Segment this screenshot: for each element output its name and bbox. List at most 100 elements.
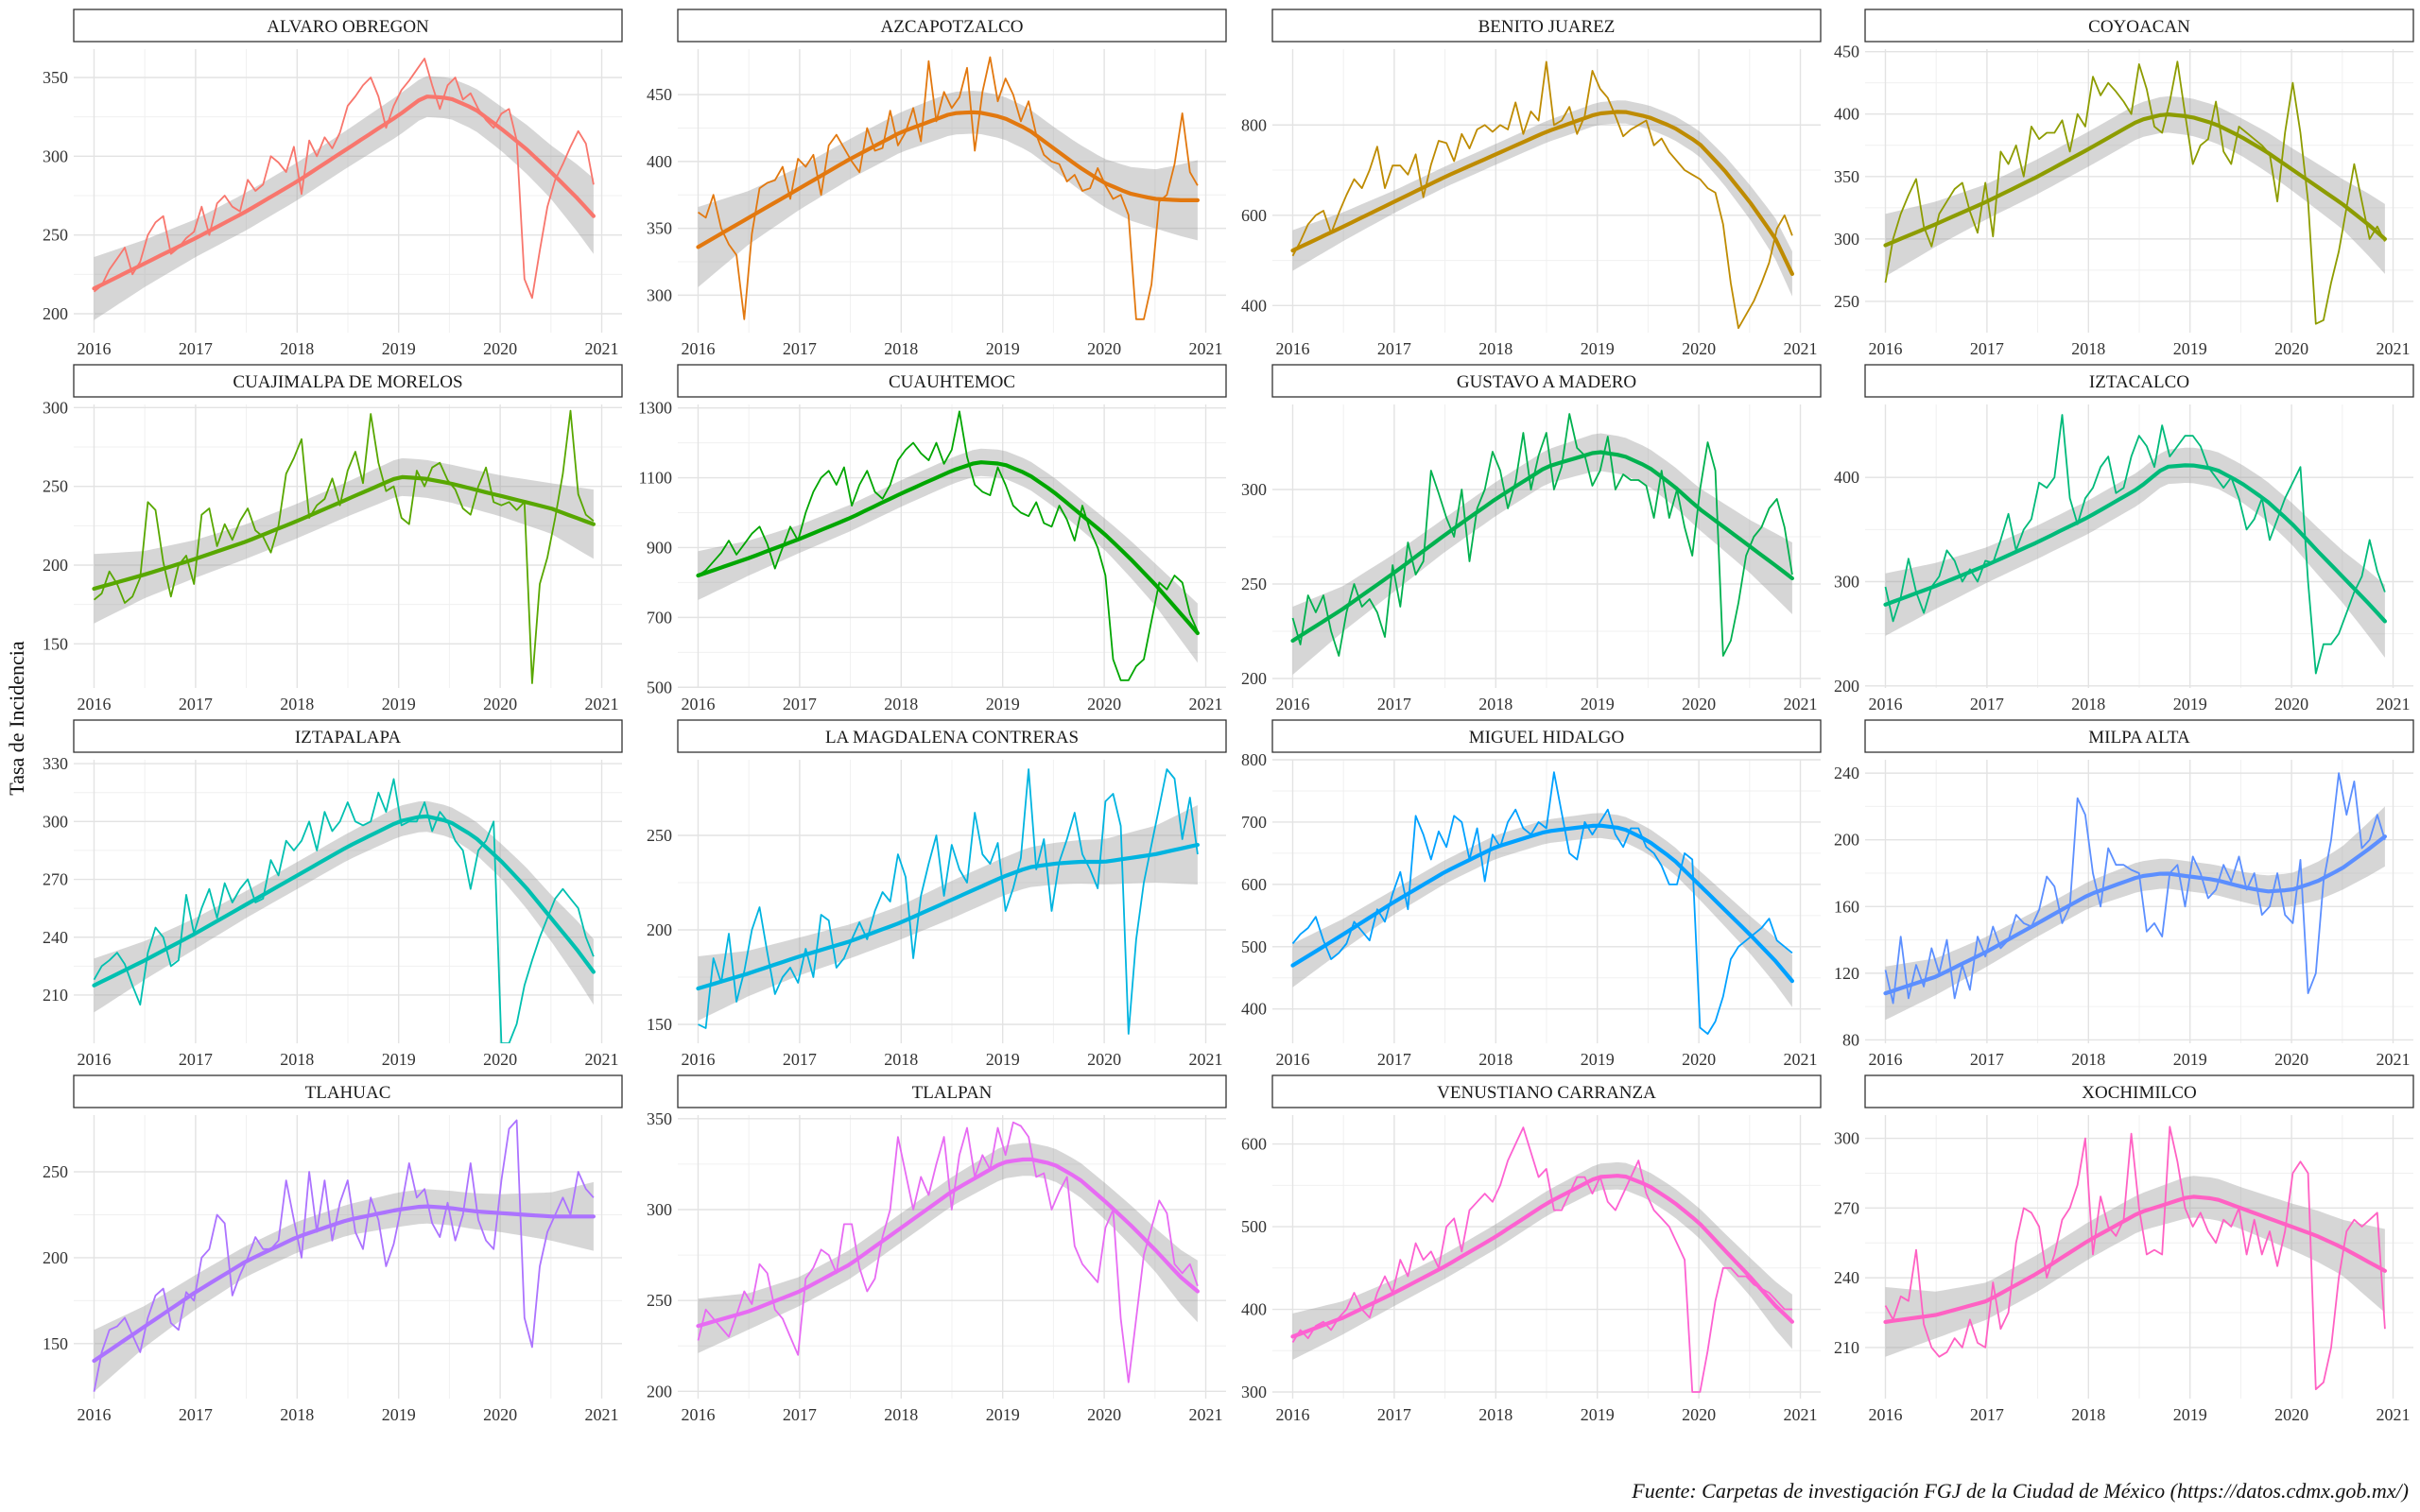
facet-title: TLALPAN xyxy=(912,1083,993,1103)
y-tick-label: 350 xyxy=(647,219,672,238)
y-tick-label: 300 xyxy=(647,1200,672,1219)
x-tick-label: 2018 xyxy=(1478,1050,1512,1069)
facet-strip xyxy=(1271,1074,1822,1108)
x-tick-label: 2016 xyxy=(1868,339,1902,358)
x-tick-label: 2016 xyxy=(77,695,111,713)
series-line-raw xyxy=(1884,60,2386,325)
confidence-band xyxy=(698,448,1198,663)
x-tick-label: 2019 xyxy=(382,339,416,358)
facet-strip xyxy=(73,364,623,398)
x-tick-label: 2016 xyxy=(681,1050,715,1069)
x-tick-label: 2016 xyxy=(77,1405,111,1424)
y-tick-label: 200 xyxy=(1241,669,1267,688)
trend-line-smooth xyxy=(92,1204,596,1364)
y-tick-label: 400 xyxy=(1834,468,1859,487)
x-tick-label: 2016 xyxy=(1275,1050,1309,1069)
y-tick-label: 150 xyxy=(647,1015,672,1034)
trend-line-smooth xyxy=(1883,112,2387,248)
x-tick-label: 2020 xyxy=(1087,1405,1121,1424)
confidence-band xyxy=(1885,1176,2385,1357)
x-tick-label: 2020 xyxy=(1087,695,1121,713)
x-tick-label: 2017 xyxy=(179,339,213,358)
facet-cuauhtemoc: CUAUHTEMOC 2016 2017 2018 2019 2020 2021 500 700… xyxy=(638,364,1227,713)
facet-strip xyxy=(677,364,1227,398)
facet-title: MIGUEL HIDALGO xyxy=(1469,728,1624,747)
facet-strip xyxy=(1864,719,2414,753)
plot-area xyxy=(696,1121,1201,1383)
plot-area xyxy=(92,58,596,320)
facet-title: CUAUHTEMOC xyxy=(889,372,1015,392)
facet-strip xyxy=(1271,364,1822,398)
trend-line-smooth xyxy=(1883,834,2387,996)
y-tick-label: 350 xyxy=(1834,167,1859,186)
facet-tlahuac: TLAHUAC 2016 2017 2018 2019 2020 2021 150 200 250 xyxy=(43,1074,623,1424)
y-tick-label: 300 xyxy=(43,398,68,417)
y-tick-label: 270 xyxy=(43,870,68,889)
y-tick-label: 150 xyxy=(43,634,68,653)
plot-area xyxy=(696,768,1201,1035)
x-tick-label: 2017 xyxy=(1970,339,2004,358)
x-tick-label: 2019 xyxy=(2173,1405,2207,1424)
trend-line-smooth xyxy=(92,474,596,592)
confidence-band xyxy=(1885,95,2385,277)
x-tick-label: 2021 xyxy=(2377,1050,2411,1069)
y-tick-label: 160 xyxy=(1834,897,1859,916)
x-tick-label: 2019 xyxy=(382,1405,416,1424)
x-tick-label: 2021 xyxy=(2377,695,2411,713)
y-tick-label: 250 xyxy=(1241,575,1267,593)
x-tick-label: 2016 xyxy=(1275,339,1309,358)
trend-line-smooth xyxy=(1290,450,1795,644)
series-line-raw xyxy=(93,409,595,684)
facet-strip xyxy=(677,1074,1227,1108)
x-tick-label: 2018 xyxy=(884,1405,918,1424)
facet-strip xyxy=(73,1074,623,1108)
facet-title: CUAJIMALPA DE MORELOS xyxy=(233,372,462,392)
y-tick-label: 150 xyxy=(43,1334,68,1353)
x-tick-label: 2020 xyxy=(1682,339,1716,358)
series-line-raw xyxy=(697,1121,1199,1383)
trend-line-smooth xyxy=(696,1157,1201,1329)
x-tick-label: 2016 xyxy=(77,339,111,358)
y-tick-label: 120 xyxy=(1834,964,1859,983)
trend-line-smooth xyxy=(1290,110,1795,276)
y-tick-label: 80 xyxy=(1842,1030,1859,1049)
facet-title: XOCHIMILCO xyxy=(2082,1083,2196,1103)
x-tick-label: 2016 xyxy=(77,1050,111,1069)
x-tick-label: 2018 xyxy=(1478,695,1512,713)
plot-area xyxy=(1290,413,1795,675)
y-tick-label: 250 xyxy=(43,477,68,496)
y-tick-label: 450 xyxy=(647,85,672,104)
x-tick-label: 2021 xyxy=(1189,339,1223,358)
x-tick-label: 2019 xyxy=(2173,1050,2207,1069)
x-tick-label: 2020 xyxy=(483,1050,517,1069)
plot-area xyxy=(696,410,1201,681)
x-tick-label: 2018 xyxy=(280,339,314,358)
x-tick-label: 2020 xyxy=(2274,1050,2308,1069)
x-tick-label: 2016 xyxy=(1868,695,1902,713)
x-tick-label: 2021 xyxy=(585,1050,619,1069)
x-tick-label: 2019 xyxy=(986,1405,1020,1424)
y-tick-label: 330 xyxy=(43,754,68,773)
x-tick-label: 2017 xyxy=(1377,1405,1411,1424)
facet-title: MILPA ALTA xyxy=(2088,728,2190,747)
y-tick-label: 250 xyxy=(647,1291,672,1310)
x-tick-label: 2018 xyxy=(884,1050,918,1069)
trend-line-smooth xyxy=(696,842,1201,991)
series-line-raw xyxy=(1884,772,2386,1005)
facet-alvaro-obregon: ALVARO OBREGON 2016 2017 2018 2019 2020 2021 20… xyxy=(43,9,623,358)
y-tick-label: 350 xyxy=(647,1109,672,1128)
x-tick-label: 2018 xyxy=(280,695,314,713)
y-tick-label: 900 xyxy=(647,538,672,557)
facet-azcapotzalco: AZCAPOTZALCO 2016 2017 2018 2019 2020 2021 300 3… xyxy=(647,9,1227,358)
x-tick-label: 2018 xyxy=(2071,1405,2105,1424)
y-tick-label: 250 xyxy=(647,826,672,845)
x-tick-label: 2021 xyxy=(1189,1405,1223,1424)
x-tick-label: 2018 xyxy=(280,1405,314,1424)
y-tick-label: 250 xyxy=(43,1162,68,1181)
facet-miguel-hidalgo: MIGUEL HIDALGO 2016 2017 2018 2019 2020 2021 40… xyxy=(1241,719,1822,1069)
x-tick-label: 2016 xyxy=(1275,1405,1309,1424)
x-tick-label: 2020 xyxy=(483,1405,517,1424)
y-axis-label: Tasa de Incidencia xyxy=(5,641,28,796)
x-tick-label: 2018 xyxy=(2071,1050,2105,1069)
facet-title: LA MAGDALENA CONTRERAS xyxy=(825,728,1079,747)
